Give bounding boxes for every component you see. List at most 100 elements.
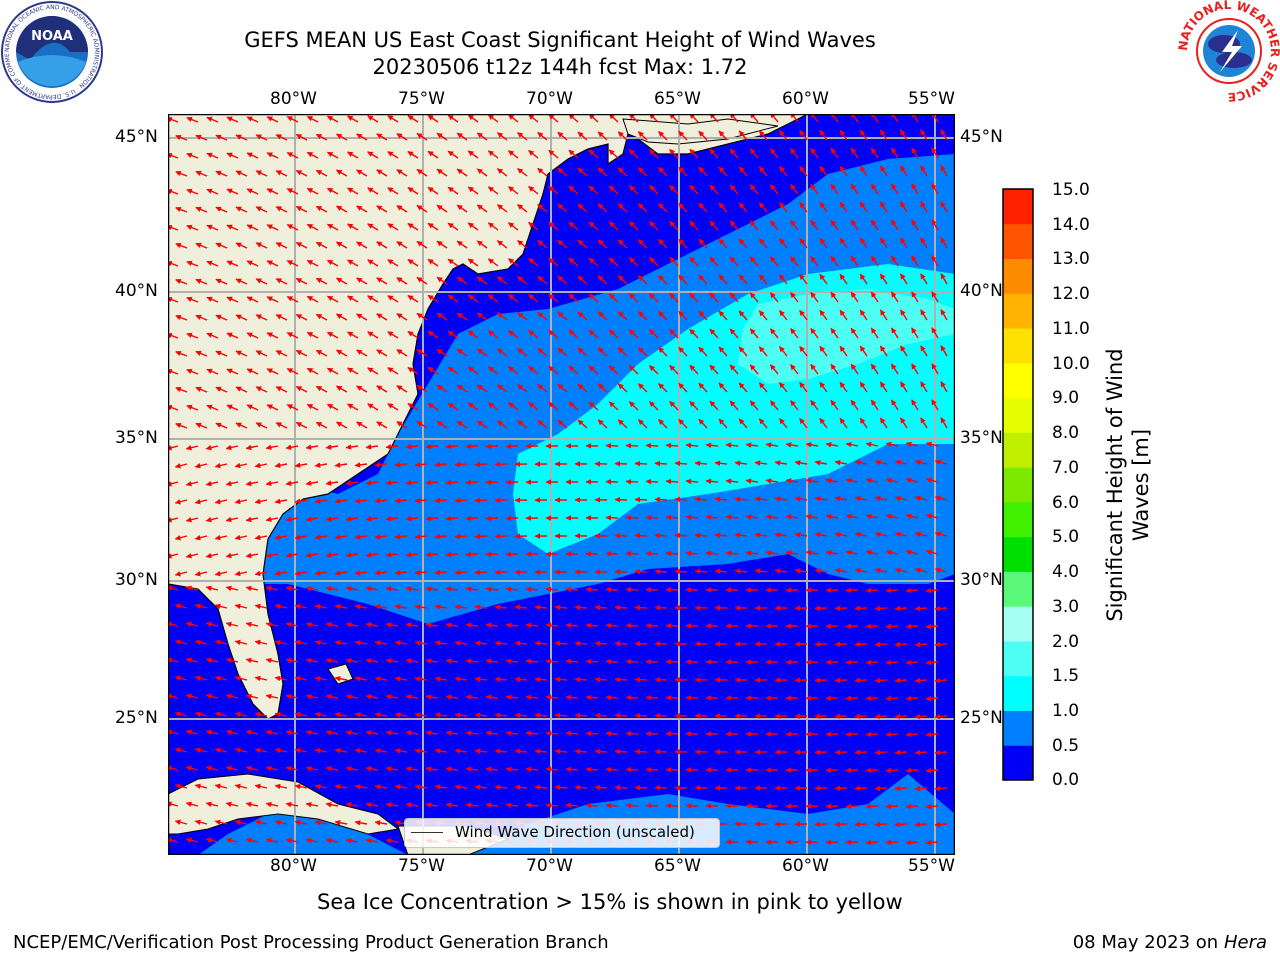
wind-wave-arrow	[894, 459, 908, 466]
wind-wave-arrow	[487, 114, 499, 123]
wind-wave-arrow	[456, 132, 468, 141]
wind-wave-arrow	[850, 183, 859, 195]
wind-wave-arrow	[934, 713, 948, 720]
wind-wave-arrow	[934, 785, 948, 792]
wind-wave-arrow	[226, 260, 239, 267]
wind-wave-arrow	[885, 623, 899, 630]
wind-wave-arrow	[456, 240, 468, 249]
wind-wave-arrow	[899, 309, 908, 321]
wind-wave-arrow	[617, 239, 628, 249]
wind-wave-arrow	[790, 256, 799, 267]
wind-wave-arrow	[608, 185, 619, 195]
wind-wave-arrow	[738, 130, 748, 141]
wind-wave-arrow	[517, 312, 528, 321]
wind-wave-arrow	[235, 242, 248, 249]
wind-wave-arrow	[405, 479, 419, 486]
wind-wave-arrow	[447, 222, 459, 231]
wind-wave-arrow	[436, 420, 448, 429]
wind-wave-arrow	[931, 219, 939, 231]
wind-wave-arrow	[845, 587, 859, 594]
wind-wave-arrow	[649, 401, 659, 411]
wind-wave-arrow	[614, 604, 628, 611]
wind-wave-arrow	[734, 496, 748, 502]
wind-wave-arrow	[255, 386, 268, 393]
wind-wave-arrow	[356, 421, 368, 429]
colorbar-cell	[1003, 432, 1033, 468]
wind-wave-arrow	[246, 152, 259, 159]
wind-wave-arrow	[819, 129, 828, 141]
wind-wave-arrow	[718, 130, 728, 141]
wind-wave-arrow	[597, 131, 608, 141]
wind-wave-arrow	[266, 368, 279, 375]
wind-wave-arrow	[467, 402, 479, 411]
wind-wave-arrow	[356, 349, 368, 357]
wind-wave-arrow	[186, 260, 199, 267]
wind-wave-arrow	[485, 443, 499, 450]
wind-wave-arrow	[427, 258, 439, 267]
wind-wave-arrow	[911, 255, 919, 267]
wind-wave-arrow	[577, 311, 588, 321]
wind-wave-arrow	[396, 133, 408, 141]
wind-wave-arrow	[850, 255, 859, 267]
wind-wave-arrow	[436, 132, 448, 141]
wind-wave-arrow	[698, 382, 708, 393]
wind-wave-arrow	[940, 165, 948, 177]
wind-wave-arrow	[625, 550, 639, 557]
wind-wave-arrow	[839, 309, 848, 321]
wind-wave-arrow	[790, 400, 799, 411]
wind-wave-arrow	[186, 296, 199, 303]
wind-wave-arrow	[508, 402, 519, 411]
wind-wave-arrow	[865, 767, 879, 774]
wind-wave-arrow	[447, 150, 459, 159]
wind-wave-arrow	[839, 165, 848, 177]
wind-wave-arrow	[830, 114, 839, 123]
wind-wave-arrow	[315, 385, 328, 393]
wind-wave-arrow	[356, 385, 368, 393]
wind-wave-arrow	[577, 419, 588, 429]
wind-wave-arrow	[830, 219, 839, 231]
wind-wave-arrow	[235, 422, 248, 429]
wind-wave-arrow	[769, 292, 779, 303]
wind-wave-arrow	[215, 206, 228, 213]
wind-wave-arrow	[356, 313, 368, 321]
wind-wave-arrow	[658, 130, 668, 141]
wind-wave-arrow	[255, 278, 268, 285]
wind-wave-arrow	[854, 677, 868, 684]
wind-wave-arrow	[749, 328, 759, 339]
wind-wave-arrow	[689, 220, 699, 231]
wind-wave-arrow	[940, 309, 948, 321]
wind-wave-arrow	[885, 441, 899, 448]
wind-wave-direction-arrows	[168, 114, 948, 846]
wind-wave-arrow	[447, 186, 459, 195]
wind-wave-arrow	[367, 223, 379, 231]
wind-wave-arrow	[407, 186, 419, 195]
wind-wave-arrow	[454, 533, 468, 540]
wind-wave-arrow	[416, 132, 428, 141]
wind-wave-arrow	[698, 418, 708, 429]
colorbar-tick: 5.0	[1052, 527, 1080, 547]
wind-wave-arrow	[245, 480, 259, 487]
wind-wave-arrow	[920, 345, 928, 357]
wind-wave-arrow	[905, 803, 919, 810]
wind-wave-arrow	[738, 166, 748, 177]
wind-wave-arrow	[508, 222, 519, 231]
wind-wave-arrow	[175, 422, 188, 429]
wind-wave-arrow	[854, 641, 868, 648]
wind-wave-arrow	[305, 444, 319, 450]
wind-wave-arrow	[416, 204, 428, 213]
wind-wave-arrow	[467, 258, 479, 267]
legend-line-swatch	[411, 832, 443, 833]
wind-wave-arrow	[614, 640, 628, 647]
wind-wave-arrow	[347, 331, 359, 339]
wind-wave-arrow	[206, 188, 219, 195]
wind-wave-arrow	[625, 766, 639, 773]
wind-wave-arrow	[778, 418, 788, 429]
wind-wave-arrow	[246, 260, 259, 267]
colorbar-cell	[1003, 189, 1033, 225]
wind-wave-arrow	[508, 186, 519, 195]
wind-wave-arrow	[226, 368, 239, 375]
wind-wave-arrow	[225, 444, 239, 451]
wind-wave-arrow	[940, 201, 948, 213]
wind-wave-arrow	[285, 516, 299, 522]
wind-wave-arrow	[365, 516, 379, 522]
